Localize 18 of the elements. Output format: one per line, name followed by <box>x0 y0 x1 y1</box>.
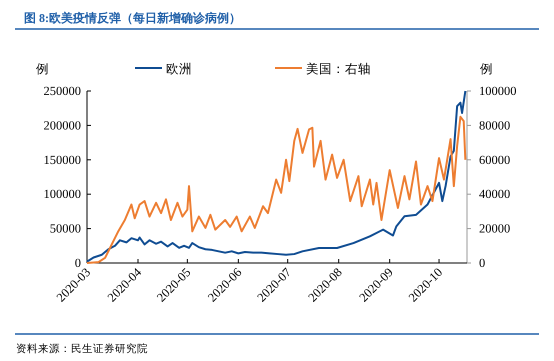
chart-title: 图 8:欧美疫情反弹（每日新增确诊病例） <box>24 11 241 25</box>
y2-tick-label: 40000 <box>479 187 510 202</box>
y-tick-label: 0 <box>74 256 81 270</box>
y2-tick-label: 60000 <box>479 152 510 167</box>
text: 资料来源：民生证券研究院 <box>16 342 148 355</box>
legend-label: 欧洲 <box>166 62 192 76</box>
y2-tick-label: 20000 <box>479 222 510 236</box>
y2-axis-title: 例 <box>480 62 493 76</box>
y-tick-label: 50000 <box>50 222 81 236</box>
y-tick-label: 200000 <box>44 118 81 132</box>
y2-tick-label: 80000 <box>479 118 510 132</box>
y-tick-label: 250000 <box>44 84 81 98</box>
y2-tick-label: 100000 <box>479 84 516 98</box>
y-axis-title: 例 <box>36 62 49 76</box>
y-tick-label: 100000 <box>44 187 81 202</box>
legend-label: 美国：右轴 <box>306 61 371 76</box>
y-tick-label: 150000 <box>44 152 81 167</box>
y2-tick-label: 0 <box>479 256 486 270</box>
